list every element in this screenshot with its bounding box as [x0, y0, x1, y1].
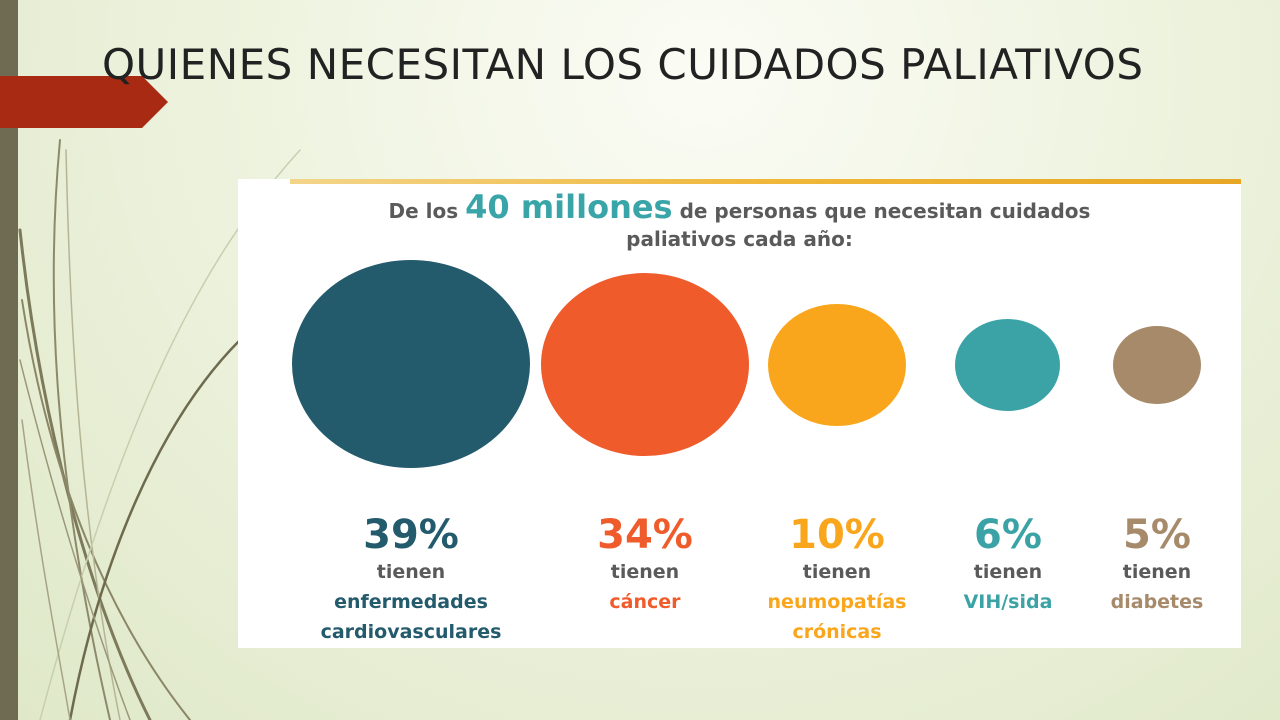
headline-emphasis: 40 millones: [465, 188, 673, 226]
stat-percent: 10%: [789, 512, 885, 558]
circle-diabetes: [1113, 326, 1201, 404]
circle-cancer: [541, 273, 749, 456]
headline-line-1: De los 40 millones de personas que neces…: [238, 191, 1241, 225]
stat-cancer: 34% tienen cáncer: [545, 513, 745, 617]
stat-respiratory: 10% tienen neumopatías crónicas: [734, 513, 940, 647]
stat-desc-line-1: neumopatías: [767, 591, 907, 613]
slide-title: QUIENES NECESITAN LOS CUIDADOS PALIATIVO…: [102, 40, 1144, 89]
stat-diabetes: 5% tienen diabetes: [1088, 513, 1226, 617]
headline-line-2: paliativos cada año:: [626, 227, 853, 251]
circle-respiratory: [768, 304, 906, 426]
stat-desc-line-1: VIH/sida: [963, 591, 1053, 613]
stat-verb: tienen: [1122, 561, 1192, 583]
infographic-panel: De los 40 millones de personas que neces…: [238, 179, 1241, 648]
circle-cardiovascular: [292, 260, 530, 468]
stat-desc-line-1: cáncer: [609, 591, 681, 613]
headline-prefix: De los: [388, 199, 459, 223]
circle-hiv: [955, 319, 1060, 411]
stat-hiv: 6% tienen VIH/sida: [940, 513, 1076, 617]
stat-desc-line-2: crónicas: [792, 621, 882, 643]
stat-cardiovascular: 39% tienen enfermedades cardiovasculares: [276, 513, 546, 647]
infographic-headline: De los 40 millones de personas que neces…: [238, 191, 1241, 253]
decorative-grass-lines: [18, 139, 301, 720]
infographic-top-rule: [290, 179, 1241, 184]
headline-suffix: de personas que necesitan cuidados: [679, 199, 1091, 223]
title-arrow-shape: [0, 76, 168, 128]
stat-desc-line-2: cardiovasculares: [320, 621, 502, 643]
stat-desc-line-1: diabetes: [1110, 591, 1204, 613]
stat-verb: tienen: [610, 561, 680, 583]
stat-percent: 39%: [363, 512, 459, 558]
stat-percent: 34%: [597, 512, 693, 558]
stat-percent: 6%: [974, 512, 1042, 558]
stat-verb: tienen: [973, 561, 1043, 583]
stat-verb: tienen: [376, 561, 446, 583]
stat-desc-line-1: enfermedades: [334, 591, 488, 613]
stat-percent: 5%: [1123, 512, 1191, 558]
left-accent-bar: [0, 0, 18, 720]
stat-verb: tienen: [802, 561, 872, 583]
